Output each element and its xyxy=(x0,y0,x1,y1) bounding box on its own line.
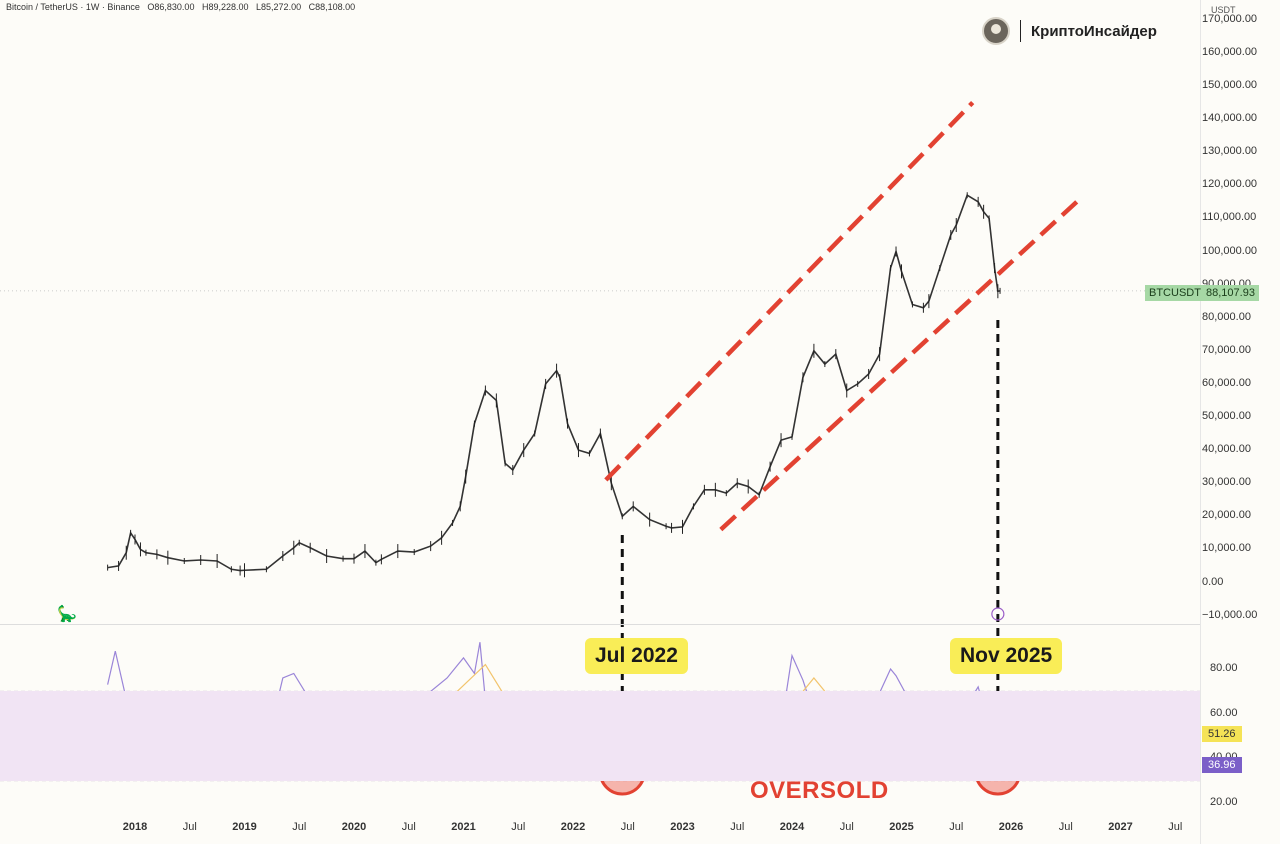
price-axis-label: 30,000.00 xyxy=(1202,476,1251,489)
price-axis-label: 110,000.00 xyxy=(1202,211,1257,224)
last-price-tag: 88,107.93 xyxy=(1202,285,1259,301)
time-axis-label: 2025 xyxy=(889,821,914,833)
time-axis-label: Jul xyxy=(292,821,307,833)
price-axis-label: 140,000.00 xyxy=(1202,112,1258,125)
lower-channel-line[interactable] xyxy=(719,200,1079,532)
rsi-axis-label: 80.00 xyxy=(1210,662,1238,675)
time-axis-label: Jul xyxy=(839,821,854,833)
price-axis-label: 120,000.00 xyxy=(1202,178,1258,191)
upper-channel-line[interactable] xyxy=(604,100,975,482)
time-axis-label: 2022 xyxy=(560,821,586,833)
price-axis-label: 50,000.00 xyxy=(1202,410,1251,422)
ohlc-low: L85,272.00 xyxy=(256,2,302,12)
time-axis-label: 2020 xyxy=(341,821,367,833)
brand-watermark: КриптоИнсайдер xyxy=(982,16,1157,46)
symbol-title[interactable]: Bitcoin / TetherUS · 1W · Binance xyxy=(6,2,140,12)
oversold-label: OVERSOLD xyxy=(750,777,889,804)
time-axis-label: Jul xyxy=(1058,821,1073,833)
time-axis-label: Jul xyxy=(182,821,197,833)
last-price-symbol-tag: BTCUSDT xyxy=(1145,285,1205,301)
dino-icon[interactable]: 🦕 xyxy=(57,606,77,623)
rsi-axis-label: 60.00 xyxy=(1210,706,1238,719)
time-axis-label: Jul xyxy=(949,821,964,833)
time-axis-label: Jul xyxy=(511,821,526,833)
time-axis-label: 2021 xyxy=(451,821,476,833)
rsi-ma-value-tag: 51.26 xyxy=(1202,726,1242,742)
time-axis-label: 2024 xyxy=(779,821,805,833)
price-axis-unit: USDT xyxy=(1211,5,1236,15)
price-axis-label: 0.00 xyxy=(1202,575,1224,588)
time-axis-label: 2023 xyxy=(670,821,695,833)
price-axis-label: 70,000.00 xyxy=(1202,343,1251,356)
price-axis-label: 170,000.00 xyxy=(1202,12,1258,25)
price-axis-label: 150,000.00 xyxy=(1202,79,1258,91)
time-axis-label: Jul xyxy=(1168,821,1183,833)
callout-nov-2025: Nov 2025 xyxy=(950,638,1063,674)
avatar-icon xyxy=(982,17,1010,45)
price-series-line[interactable] xyxy=(107,194,1001,572)
price-axis-label: 100,000.00 xyxy=(1202,244,1258,257)
time-axis-label: 2026 xyxy=(998,821,1024,833)
rsi-band-background xyxy=(0,691,1200,781)
callout-jul-2022: Jul 2022 xyxy=(585,638,688,674)
pane-divider[interactable] xyxy=(0,624,1200,625)
time-axis-label: Jul xyxy=(620,821,635,833)
price-axis-label: 20,000.00 xyxy=(1202,509,1251,522)
event-marker-icon[interactable] xyxy=(991,607,1005,621)
ohlc-open: O86,830.00 xyxy=(147,2,195,12)
time-axis-label: 2018 xyxy=(122,821,148,833)
brand-separator xyxy=(1020,20,1021,42)
rsi-axis-label: 20.00 xyxy=(1210,796,1238,808)
time-axis-label: Jul xyxy=(730,821,745,833)
rsi-value-tag: 36.96 xyxy=(1202,757,1242,773)
price-axis-label: 130,000.00 xyxy=(1202,145,1258,158)
price-axis-label: 80,000.00 xyxy=(1202,310,1251,323)
time-axis-label: Jul xyxy=(401,821,416,833)
price-axis-label: 40,000.00 xyxy=(1202,443,1251,456)
price-axis-label: 60,000.00 xyxy=(1202,376,1251,389)
ohlc-high: H89,228.00 xyxy=(201,2,249,12)
time-axis-label: 2027 xyxy=(1108,821,1133,833)
price-axis-label: 160,000.00 xyxy=(1202,45,1258,58)
ohlc-close: C88,108.00 xyxy=(308,2,356,12)
brand-name: КриптоИнсайдер xyxy=(1031,22,1157,40)
price-axis-border xyxy=(1200,0,1201,844)
price-axis-label: −10,000.00 xyxy=(1202,608,1258,621)
price-axis-label: 10,000.00 xyxy=(1202,542,1251,555)
time-axis-label: 2019 xyxy=(232,821,257,833)
symbol-header[interactable]: Bitcoin / TetherUS · 1W · Binance O86,83… xyxy=(6,2,360,12)
